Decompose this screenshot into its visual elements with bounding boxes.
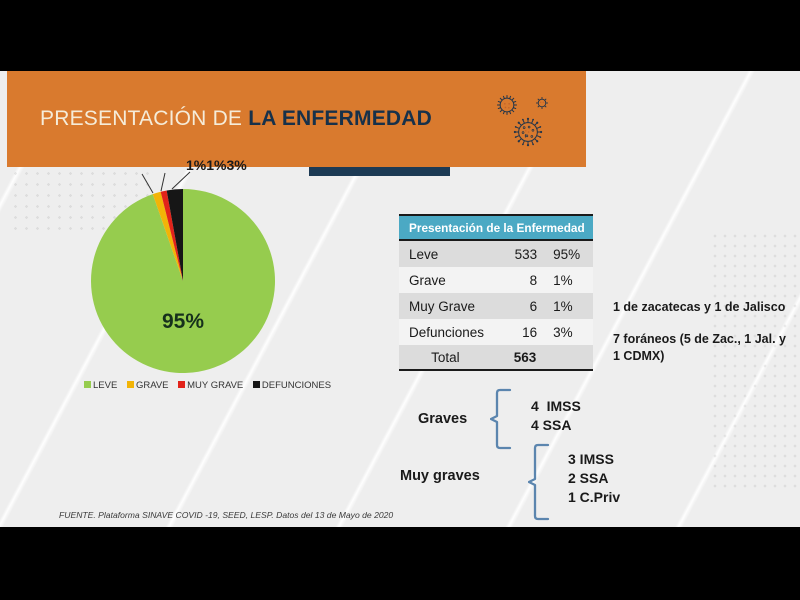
- svg-text:1%1%3%: 1%1%3%: [186, 157, 247, 173]
- svg-text:95%: 95%: [162, 310, 204, 333]
